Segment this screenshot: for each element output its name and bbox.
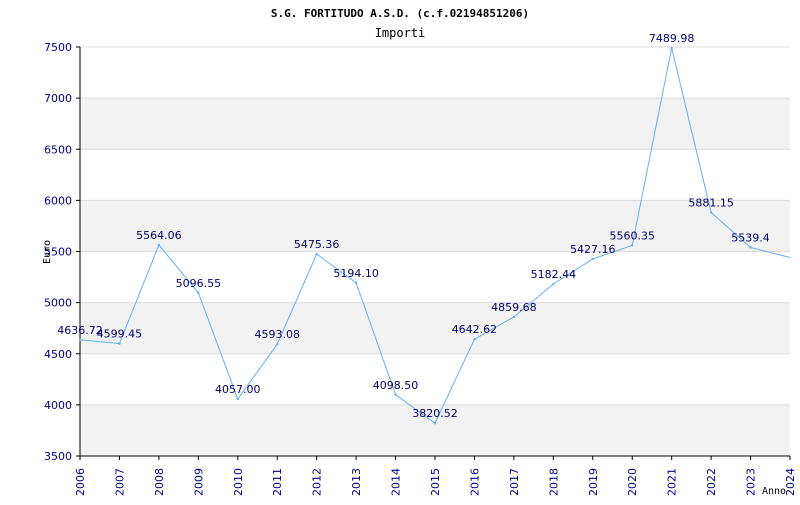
- data-point: [591, 257, 594, 261]
- data-label: 5881.15: [688, 197, 734, 210]
- data-label: 4642.62: [452, 323, 498, 336]
- chart-title: S.G. FORTITUDO A.S.D. (c.f.02194851206): [271, 7, 529, 20]
- data-label: 4599.45: [97, 328, 143, 341]
- data-point: [78, 338, 82, 341]
- data-point: [670, 46, 673, 50]
- x-tick-label: 2018: [547, 468, 560, 496]
- series-line: [79, 47, 751, 424]
- data-label: 4057.00: [215, 383, 261, 396]
- x-tick-label: 2007: [113, 468, 126, 496]
- data-point: [276, 343, 279, 346]
- y-tick-label: 4000: [44, 399, 72, 412]
- data-label: 5560.35: [609, 229, 655, 242]
- x-tick-label: 2011: [271, 468, 284, 496]
- y-tick-label: 6000: [44, 194, 72, 207]
- data-label: 5182.44: [531, 268, 577, 281]
- data-point: [394, 393, 397, 397]
- data-point: [197, 291, 200, 294]
- grid-band: [80, 98, 790, 150]
- x-tick-label: 2024: [784, 468, 797, 496]
- data-label: 7489.98: [649, 32, 695, 45]
- data-point: [631, 244, 634, 247]
- data-point: [354, 281, 358, 284]
- x-tick-label: 2023: [745, 468, 758, 496]
- data-label: 3820.52: [412, 407, 458, 420]
- data-point: [473, 337, 476, 341]
- y-ticks: 3500 4000 4500 5000 5500 6000 6500 7000 7500: [44, 41, 80, 463]
- data-label: 4636.72: [57, 324, 103, 337]
- grid-band: [80, 200, 790, 252]
- series-line-group: [78, 46, 791, 425]
- x-ticks: 2006 2007 2008 2009 2010 2011 2012 2013 2014 2015…: [74, 456, 797, 496]
- x-tick-label: 2017: [508, 468, 521, 496]
- x-tick-label: 2021: [666, 468, 679, 496]
- data-point: [236, 397, 239, 401]
- x-tick-label: 2008: [153, 468, 166, 496]
- data-label: 4098.50: [373, 379, 419, 392]
- y-axis-label: Euro: [42, 240, 53, 264]
- x-tick-label: 2012: [311, 468, 324, 496]
- y-tick-label: 6500: [44, 143, 72, 156]
- y-tick-label: 3500: [44, 450, 72, 463]
- x-tick-label: 2022: [705, 468, 718, 496]
- data-label: 4859.68: [491, 301, 537, 314]
- x-axis-label: Anno: [762, 486, 786, 497]
- data-label: 5475.36: [294, 238, 340, 251]
- data-label: 5194.10: [333, 267, 379, 280]
- chart-subtitle: Importi: [375, 26, 426, 40]
- data-label: 5539.4: [731, 231, 770, 244]
- y-tick-label: 4500: [44, 348, 72, 361]
- x-tick-label: 2010: [232, 468, 245, 496]
- data-point: [315, 252, 318, 256]
- grid-band: [80, 302, 790, 354]
- data-point: [433, 422, 437, 425]
- data-label: 5564.06: [136, 229, 182, 242]
- data-point: [749, 246, 752, 249]
- x-tick-label: 2009: [192, 468, 205, 496]
- data-point: [157, 243, 161, 247]
- y-tick-label: 5500: [44, 246, 72, 259]
- data-point: [709, 211, 713, 214]
- x-tick-label: 2020: [626, 468, 639, 496]
- x-tick-label: 2015: [429, 468, 442, 496]
- x-tick-label: 2006: [74, 468, 87, 496]
- data-point: [118, 342, 121, 345]
- y-tick-label: 5000: [44, 297, 72, 310]
- y-tick-label: 7000: [44, 92, 72, 105]
- data-label: 5096.55: [176, 277, 222, 290]
- x-tick-label: 2016: [468, 468, 481, 496]
- series-line-tail: [750, 246, 791, 258]
- x-tick-label: 2013: [350, 468, 363, 496]
- grid-bands: [80, 98, 790, 456]
- x-tick-label: 2019: [587, 468, 600, 496]
- data-point: [552, 282, 555, 286]
- data-point: [512, 315, 516, 319]
- y-tick-label: 7500: [44, 41, 72, 54]
- grid-band: [80, 404, 790, 456]
- data-label: 4593.08: [254, 328, 300, 341]
- x-tick-label: 2014: [390, 468, 403, 496]
- data-label: 5427.16: [570, 243, 616, 256]
